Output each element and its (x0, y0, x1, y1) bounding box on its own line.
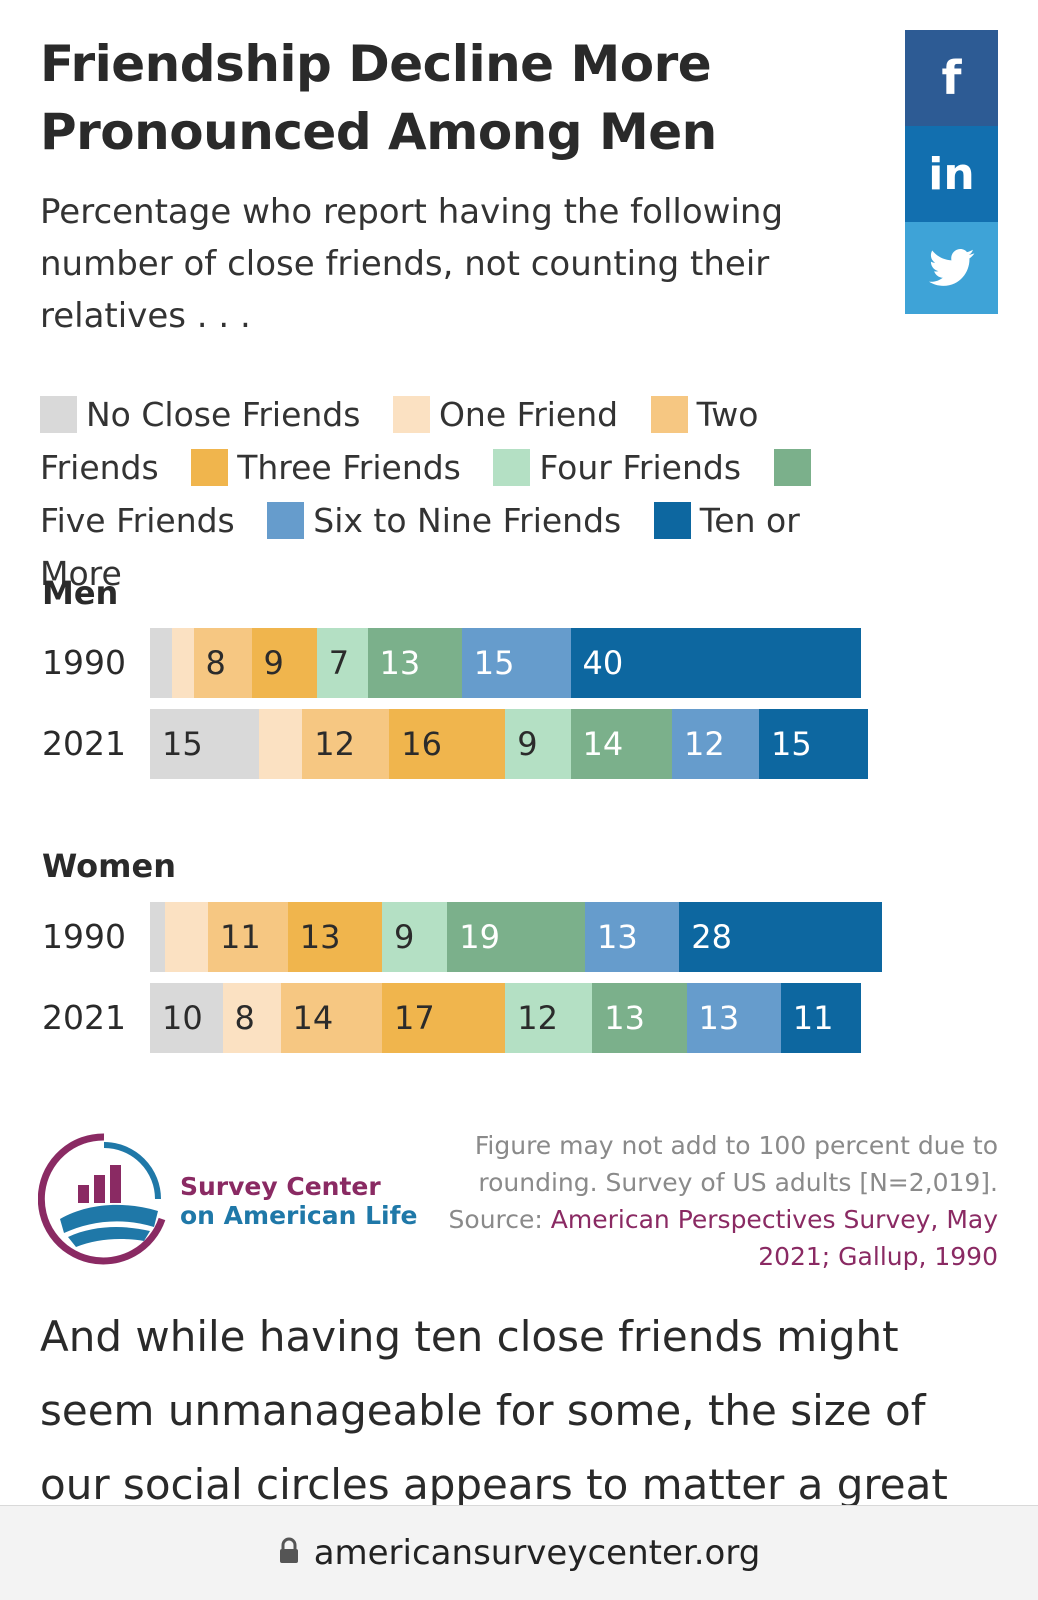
twitter-icon (928, 249, 974, 286)
year-label: 2021 (42, 998, 126, 1037)
legend-label: One Friend (438, 395, 619, 434)
group-label: Men (42, 574, 119, 612)
survey-center-logo (38, 1133, 166, 1265)
logo-line-2: on American Life (180, 1201, 418, 1230)
year-label: 1990 (42, 917, 126, 956)
article-paragraph: And while having ten close friends might… (40, 1312, 948, 1509)
bar-segment: 16 (389, 709, 506, 779)
bar-segment: 9 (382, 902, 448, 972)
linkedin-icon: in (928, 148, 975, 200)
legend-swatch (650, 396, 688, 433)
bar-segment: 13 (592, 983, 687, 1053)
bar-segment: 13 (686, 983, 781, 1053)
chart-legend: No Close Friends One Friend Two Friends … (40, 388, 870, 600)
url-text: americansurveycenter.org (313, 1533, 761, 1573)
legend-label: Ten or More (40, 501, 800, 593)
bar-segment: 15 (461, 628, 571, 698)
stacked-bar: 10 8 14 17 12 13 13 11 (150, 983, 861, 1053)
bar-segment: 7 (316, 628, 368, 698)
bar-segment: 12 (672, 709, 759, 779)
legend-label: Six to Nine Friends (313, 501, 622, 540)
bar-segment: 15 (150, 709, 259, 779)
logo-line-1: Survey Center (180, 1172, 381, 1201)
share-bar: f in (905, 30, 998, 314)
legend-label: Three Friends (237, 448, 461, 487)
logo-wordmark: Survey Center on American Life (180, 1172, 417, 1230)
legend-item: Ten or More (40, 501, 800, 593)
chart-subtitle: Percentage who report having the followi… (40, 192, 784, 336)
legend-swatch (653, 502, 691, 539)
year-label: 2021 (42, 724, 126, 763)
linkedin-share-button[interactable]: in (905, 126, 998, 222)
bar-segment: 12 (505, 983, 593, 1053)
bar-segment (258, 709, 303, 779)
legend-item: Two Friends (40, 395, 758, 487)
bar-segment (171, 628, 194, 698)
stacked-bar: 15 12 16 9 14 12 15 (150, 709, 868, 779)
facebook-icon: f (941, 51, 962, 105)
bar-segment: 13 (367, 628, 462, 698)
legend-item: Three Friends (191, 448, 461, 487)
stacked-bar: 8 9 7 13 15 40 (150, 628, 861, 698)
legend-item: One Friend (392, 395, 619, 434)
group-label: Women (42, 847, 176, 885)
bar-segment: 14 (280, 983, 382, 1053)
bar-segment: 28 (679, 902, 883, 972)
bar-segment: 11 (780, 983, 861, 1053)
browser-address-bar[interactable]: americansurveycenter.org (0, 1505, 1038, 1600)
legend-label: Five Friends (40, 501, 235, 540)
bar-segment (150, 902, 165, 972)
bar-segment: 8 (222, 983, 281, 1053)
rounding-note: Figure may not add to 100 percent due to… (474, 1131, 998, 1197)
year-label: 1990 (42, 643, 126, 682)
legend-swatch (493, 449, 531, 486)
bar-segment (164, 902, 208, 972)
legend-item: No Close Friends (40, 395, 360, 434)
bar-segment: 15 (759, 709, 868, 779)
source-link[interactable]: American Perspectives Survey, May 2021; … (550, 1205, 998, 1271)
bar-segment: 9 (505, 709, 571, 779)
bar-segment: 8 (193, 628, 252, 698)
bar-segment: 10 (150, 983, 223, 1053)
bar-segment: 13 (585, 902, 680, 972)
legend-label: Two Friends (40, 395, 759, 487)
legend-swatch (773, 449, 811, 486)
legend-item: Four Friends (493, 448, 741, 487)
bar-segment: 14 (570, 709, 672, 779)
bar-segment: 17 (382, 983, 506, 1053)
chart-title: Friendship Decline More Pronounced Among… (40, 35, 717, 161)
legend-item: Six to Nine Friends (267, 501, 621, 540)
bar-segment: 13 (287, 902, 382, 972)
bar-segment: 40 (570, 628, 861, 698)
legend-swatch (40, 396, 77, 433)
bar-segment: 11 (208, 902, 288, 972)
twitter-share-button[interactable] (905, 222, 998, 314)
legend-swatch (392, 396, 430, 433)
bar-segment: 12 (302, 709, 390, 779)
bar-segment: 9 (251, 628, 317, 698)
legend-swatch (267, 502, 305, 539)
lock-icon (278, 1537, 300, 1569)
facebook-share-button[interactable]: f (905, 30, 998, 126)
source-prefix: Source: (448, 1205, 551, 1234)
bar-segment: 19 (447, 902, 585, 972)
legend-label: No Close Friends (86, 395, 361, 434)
source-note: Figure may not add to 100 percent due to… (438, 1127, 998, 1275)
legend-label: Four Friends (539, 448, 742, 487)
legend-item: Five Friends (40, 448, 820, 540)
bar-segment (150, 628, 172, 698)
legend-swatch (191, 449, 229, 486)
stacked-bar: 11 13 9 19 13 28 (150, 902, 883, 972)
